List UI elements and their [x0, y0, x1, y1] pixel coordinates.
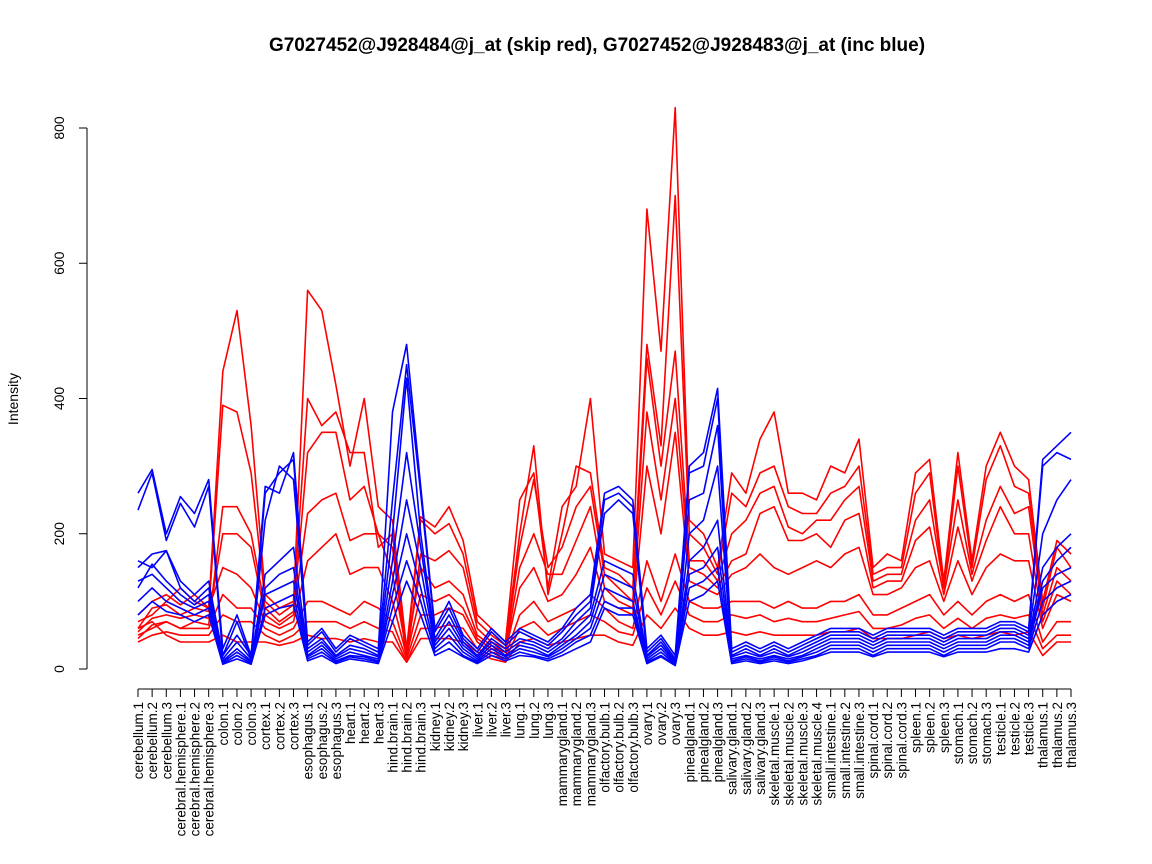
- y-tick-label: 800: [51, 116, 67, 140]
- x-tick-label: lung.2: [527, 702, 542, 739]
- x-tick-label: thalamus.1: [1036, 702, 1051, 768]
- x-tick-label: kidney.2: [442, 702, 457, 751]
- series-line-inc-15: [137, 559, 1072, 666]
- y-tick-label: 200: [51, 522, 67, 546]
- x-tick-label: kidney.3: [456, 702, 471, 751]
- x-tick-label: spleen.1: [909, 702, 924, 753]
- x-tick-label: heart.1: [343, 702, 358, 744]
- x-tick-label: mammarygland.3: [583, 702, 598, 806]
- series-line-inc-14: [137, 532, 1072, 666]
- x-tick-label: spleen.2: [923, 702, 938, 753]
- x-tick-label: liver.3: [499, 702, 514, 737]
- x-tick-label: testicle.2: [1007, 702, 1022, 755]
- chart-title: G7027452@J928484@j_at (skip red), G70274…: [269, 35, 925, 56]
- x-tick-label: ovary.1: [640, 702, 655, 745]
- x-tick-label: olfactory.bulb.1: [598, 702, 613, 793]
- x-tick-label: spinal.cord.3: [894, 702, 909, 779]
- x-tick-label: liver.2: [484, 702, 499, 737]
- x-tick-label: kidney.1: [428, 702, 443, 751]
- x-tick-label: esophagus.3: [329, 702, 344, 779]
- x-tick-label: stomach.3: [979, 702, 994, 764]
- x-tick-label: hind.brain.3: [414, 702, 429, 773]
- x-tick-label: skeletal.muscle.2: [781, 702, 796, 806]
- x-tick-label: ovary.2: [654, 702, 669, 745]
- y-tick-label: 400: [51, 387, 67, 411]
- x-tick-label: ovary.3: [668, 702, 683, 745]
- x-tick-label: colon.1: [216, 702, 231, 746]
- series-line-inc-9: [137, 343, 1072, 657]
- x-tick-label: colon.3: [244, 702, 259, 746]
- x-tick-label: stomach.2: [965, 702, 980, 764]
- x-tick-label: mammarygland.2: [569, 702, 584, 806]
- plot-area: [137, 106, 1072, 667]
- x-tick-label: mammarygland.1: [555, 702, 570, 806]
- series-line-skip-7: [137, 580, 1071, 664]
- x-tick-label: pinealgland.2: [696, 702, 711, 782]
- x-tick-label: small.intestine.3: [852, 702, 867, 799]
- x-tick-label: salivary.gland.1: [725, 702, 740, 795]
- x-tick-label: heart.3: [371, 702, 386, 744]
- x-tick-label: testicle.1: [993, 702, 1008, 755]
- y-tick-label: 600: [51, 251, 67, 275]
- x-tick-label: pinealgland.1: [682, 702, 697, 782]
- x-tick-label: esophagus.1: [301, 702, 316, 779]
- x-tick-label: cortex.2: [272, 702, 287, 750]
- x-tick-label: cerebral.hemisphere.1: [173, 702, 188, 836]
- x-tick-label: salivary.gland.3: [753, 702, 768, 795]
- x-tick-label: olfactory.bulb.3: [626, 702, 641, 793]
- x-tick-label: spleen.3: [937, 702, 952, 753]
- x-tick-label: spinal.cord.1: [866, 702, 881, 779]
- series-line-inc-12: [137, 451, 1072, 664]
- x-tick-label: skeletal.muscle.4: [810, 702, 825, 806]
- x-tick-label: cortex.3: [287, 702, 302, 750]
- x-tick-label: small.intestine.1: [824, 702, 839, 799]
- x-tick-label: cortex.1: [258, 702, 273, 750]
- x-tick-label: lung.3: [541, 702, 556, 739]
- series-line-inc-10: [137, 363, 1072, 660]
- x-tick-label: hind.brain.2: [400, 702, 415, 773]
- x-tick-label: esophagus.2: [315, 702, 330, 779]
- x-tick-label: testicle.3: [1022, 702, 1037, 755]
- x-axis: cerebellum.1 cerebellum.2 cerebellum.3 cere…: [131, 688, 1079, 836]
- x-tick-label: cerebral.hemisphere.3: [202, 702, 217, 836]
- series-line-inc-13: [137, 499, 1072, 665]
- x-tick-label: heart.2: [357, 702, 372, 744]
- x-tick-label: stomach.1: [951, 702, 966, 764]
- x-tick-label: thalamus.2: [1050, 702, 1065, 768]
- x-tick-label: hind.brain.1: [385, 702, 400, 773]
- x-tick-label: small.intestine.2: [838, 702, 853, 799]
- x-tick-label: skeletal.muscle.1: [767, 702, 782, 806]
- y-tick-label: 0: [51, 665, 67, 673]
- x-tick-label: thalamus.3: [1064, 702, 1079, 768]
- x-tick-label: cerebellum.2: [145, 702, 160, 779]
- x-tick-label: lung.1: [513, 702, 528, 739]
- y-axis: 0 200 400 600 800: [51, 116, 88, 673]
- x-tick-label: cerebral.hemisphere.2: [188, 702, 203, 836]
- x-tick-label: olfactory.bulb.2: [612, 702, 627, 793]
- series-line-inc-11: [137, 377, 1072, 662]
- series-line-inc-16: [137, 580, 1072, 667]
- x-tick-label: cerebellum.3: [159, 702, 174, 779]
- x-tick-label: spinal.cord.2: [880, 702, 895, 779]
- x-tick-label: colon.2: [230, 702, 245, 746]
- x-tick-label: cerebellum.1: [131, 702, 146, 779]
- y-axis-label: Intensity: [5, 373, 21, 425]
- x-tick-label: salivary.gland.2: [739, 702, 754, 795]
- x-tick-label: pinealgland.3: [711, 702, 726, 782]
- x-tick-label: skeletal.muscle.3: [795, 702, 810, 806]
- x-tick-label: liver.1: [470, 702, 485, 737]
